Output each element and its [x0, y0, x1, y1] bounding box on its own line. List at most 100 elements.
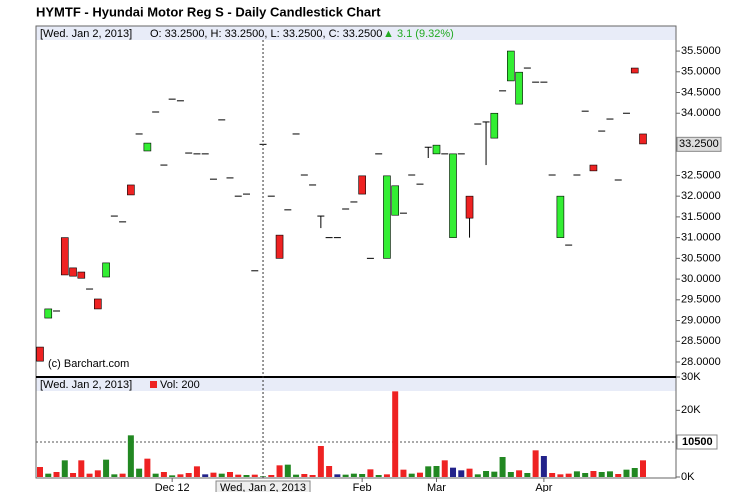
y-tick-label: 28.5000 — [681, 335, 721, 347]
legend-swatch — [150, 381, 157, 388]
candle-body — [60, 237, 69, 276]
crosshair-label: Wed, Jan 2, 2013 — [220, 482, 306, 492]
volume-bar — [458, 470, 465, 477]
hover-ohlc: O: 33.2500, H: 33.2500, L: 33.2500, C: 3… — [150, 28, 382, 40]
volume-legend: Vol: 200 — [160, 379, 200, 391]
volume-bar — [598, 472, 605, 477]
x-tick-label: Apr — [535, 482, 552, 492]
volume-bar — [144, 458, 151, 477]
volume-bar — [226, 472, 233, 477]
volume-bar — [582, 473, 589, 477]
volume-bar — [334, 474, 341, 477]
volume-bar — [160, 472, 167, 477]
y-tick-label: 29.5000 — [681, 294, 721, 306]
y-tick-label: 35.0000 — [681, 66, 721, 78]
volume-bar — [235, 474, 242, 477]
candle-body — [69, 267, 77, 277]
volume-bar — [293, 474, 300, 477]
volume-bar — [78, 460, 85, 477]
volume-bar — [416, 472, 423, 477]
volume-bar — [631, 468, 638, 477]
y-tick-label: 28.0000 — [681, 356, 721, 368]
volume-bar — [53, 472, 60, 477]
hover-date: [Wed. Jan 2, 2013] — [40, 28, 132, 40]
candle-body — [143, 142, 152, 152]
volume-bar — [392, 391, 399, 477]
volume-bar — [218, 473, 225, 477]
candle-body — [507, 50, 515, 82]
x-tick-label: Feb — [353, 482, 372, 492]
volume-bar — [268, 475, 275, 477]
volume-bar — [433, 466, 440, 477]
volume-bar — [103, 459, 110, 477]
y-tick-label: 20K — [681, 404, 701, 416]
volume-bar — [169, 475, 176, 477]
volume-bar — [276, 465, 283, 477]
volume-bar — [119, 473, 126, 477]
volume-bar — [317, 446, 324, 477]
volume-bar — [45, 473, 52, 477]
volume-hover-date: [Wed. Jan 2, 2013] — [40, 379, 132, 391]
volume-bar — [185, 473, 192, 477]
candle-body — [275, 234, 284, 259]
volume-bar — [483, 471, 490, 477]
volume-bar — [202, 474, 209, 477]
volume-bar — [450, 467, 457, 477]
volume-bar — [565, 473, 572, 477]
volume-bar — [606, 471, 613, 477]
y-tick-label: 32.0000 — [681, 190, 721, 202]
volume-bar — [499, 457, 506, 477]
volume-bar — [573, 471, 580, 477]
volume-bar — [367, 469, 374, 477]
hover-change: ▲ 3.1 (9.32%) — [383, 28, 454, 40]
volume-bar — [375, 475, 382, 477]
volume-bar — [400, 469, 407, 477]
copyright: (c) Barchart.com — [48, 358, 129, 370]
y-tick-label: 29.0000 — [681, 314, 721, 326]
volume-bar — [408, 473, 415, 477]
volume-bar — [37, 467, 43, 477]
candle-body — [556, 195, 565, 238]
candle-body — [630, 67, 639, 74]
volume-bar — [86, 473, 93, 477]
volume-header — [36, 377, 676, 391]
candle-body — [639, 133, 647, 145]
candle-body — [432, 144, 441, 155]
volume-bar — [516, 470, 523, 477]
candle-body — [44, 308, 53, 319]
volume-bar — [210, 472, 217, 477]
volume-bar — [524, 473, 531, 477]
price-header — [36, 26, 676, 40]
y-tick-label: 31.5000 — [681, 211, 721, 223]
y-tick-label: 34.5000 — [681, 86, 721, 98]
volume-bar — [177, 474, 184, 477]
candle-body — [127, 184, 135, 196]
x-tick-label: Dec 12 — [155, 482, 190, 492]
volume-bar — [301, 474, 308, 477]
avg-volume-box — [676, 434, 718, 450]
candle-body — [589, 164, 598, 172]
y-tick-label: 30K — [681, 371, 701, 383]
chart-title: HYMTF - Hyundai Motor Reg S - Daily Cand… — [36, 4, 381, 19]
volume-bar — [507, 472, 514, 477]
y-tick-label: 0K — [681, 471, 695, 483]
candle-body — [358, 175, 366, 195]
volume-bar — [441, 460, 448, 477]
candle-body — [94, 298, 102, 310]
y-tick-label: 32.5000 — [681, 169, 721, 181]
volume-bar — [94, 470, 101, 477]
candle-body — [515, 71, 523, 105]
volume-bar — [251, 474, 258, 477]
volume-bar — [359, 474, 366, 477]
volume-bar — [532, 450, 539, 477]
volume-bar — [615, 474, 622, 477]
volume-bar — [474, 474, 481, 477]
y-tick-label: 30.5000 — [681, 252, 721, 264]
last-price-label: 33.2500 — [679, 138, 719, 150]
volume-bar — [136, 468, 143, 477]
candle-body — [490, 112, 499, 139]
volume-bar — [557, 474, 564, 477]
candle-body — [77, 271, 86, 279]
volume-bar — [152, 473, 159, 477]
volume-bar — [466, 468, 473, 477]
